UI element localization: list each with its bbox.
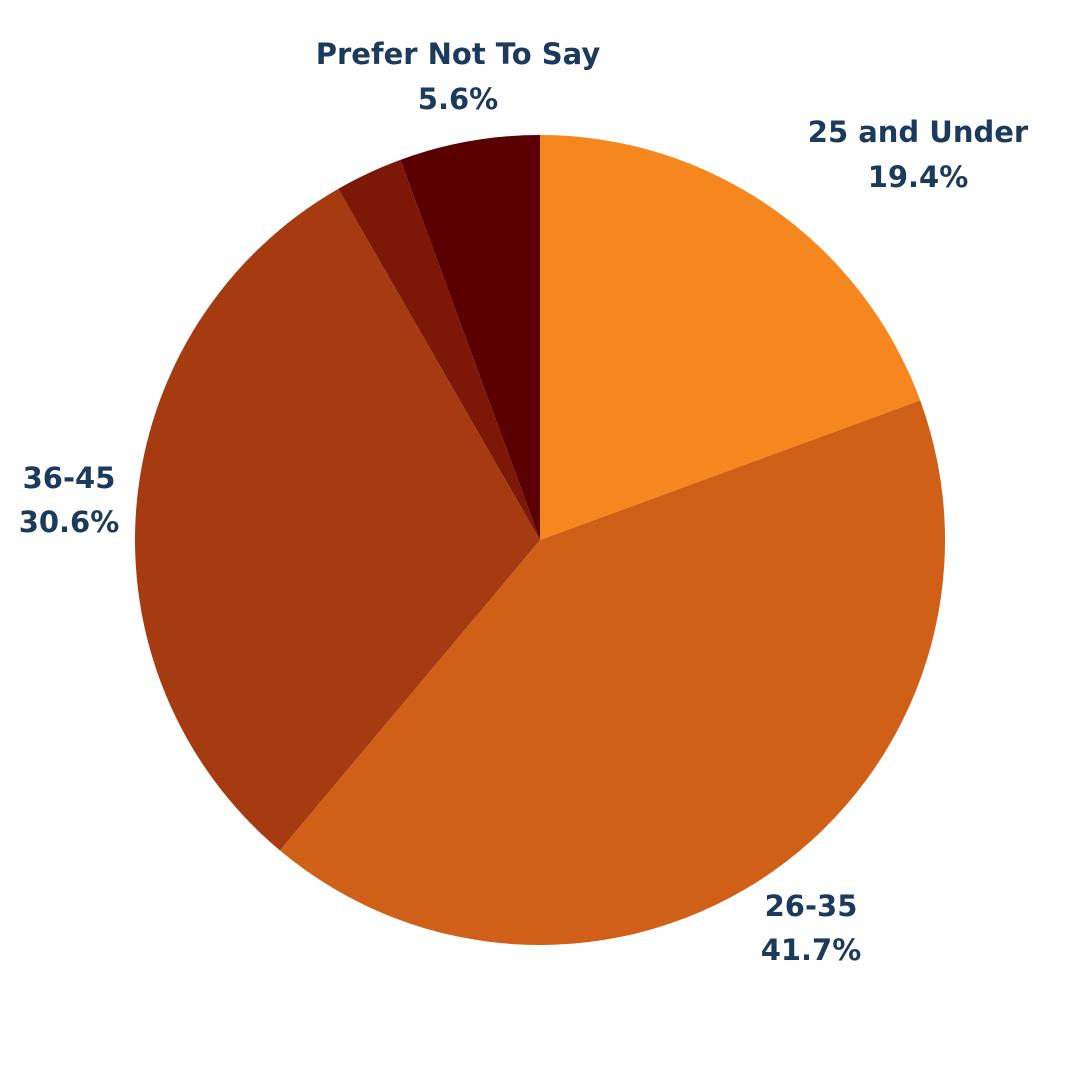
pie-slice-26-35 xyxy=(279,400,946,946)
pie-slice-36-45 xyxy=(134,188,540,851)
slice-label-36-45: 36-45 xyxy=(23,461,116,495)
pie-slice-25-and-under xyxy=(540,135,921,540)
slice-value-26-35: 41.7% xyxy=(761,933,862,967)
slice-value-25-and-under: 19.4% xyxy=(868,160,969,194)
slice-label-prefer-not-to-say: Prefer Not To Say xyxy=(316,37,601,71)
pie-slice-prefer-not-to-say xyxy=(400,135,540,540)
slice-label-26-35: 26-35 xyxy=(765,889,858,923)
pie-slice-unlabeled-3 xyxy=(338,159,540,540)
slice-value-36-45: 30.6% xyxy=(19,505,120,539)
slice-value-prefer-not-to-say: 5.6% xyxy=(418,82,498,116)
pie-slices xyxy=(134,135,946,946)
slice-label-25-and-under: 25 and Under xyxy=(808,115,1029,149)
